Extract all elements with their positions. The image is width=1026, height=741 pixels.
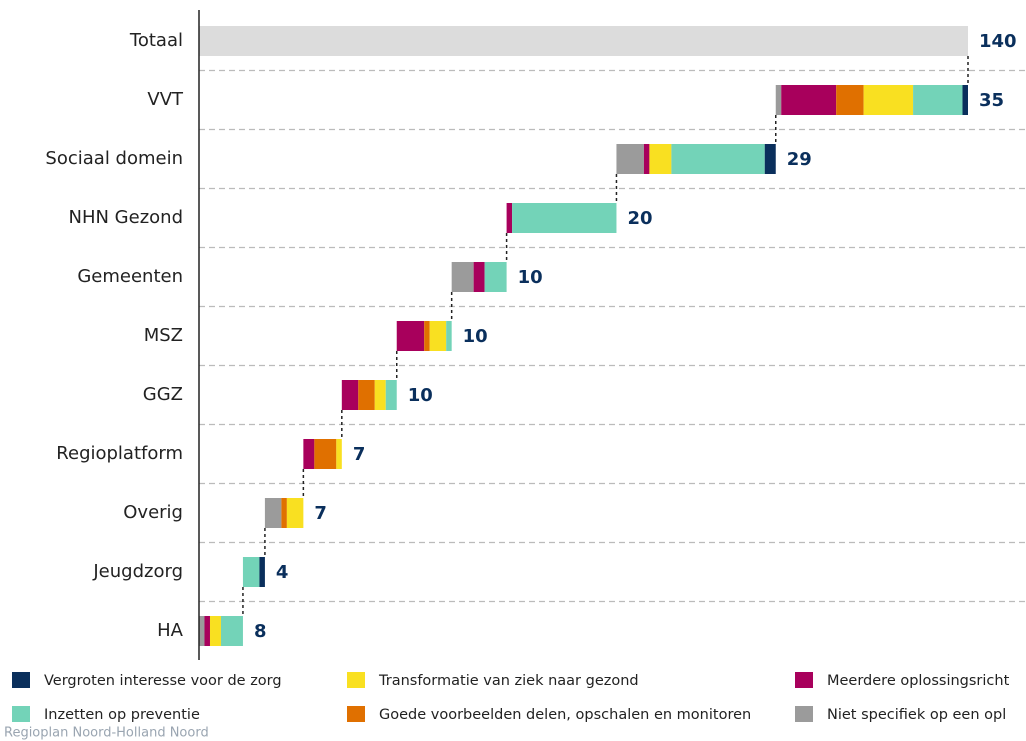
bar-segment <box>374 380 386 410</box>
source: Regioplan Noord-Holland Noord <box>4 726 209 741</box>
bar-segment <box>473 262 485 292</box>
bar-segment <box>863 85 914 115</box>
legend-label: Niet specifiek op een opl <box>827 707 1006 723</box>
bar-segment <box>446 321 452 351</box>
bar-segment <box>616 144 644 174</box>
category-label: Jeugdzorg <box>92 561 183 582</box>
bar-segment <box>429 321 447 351</box>
legend-swatch <box>347 706 365 722</box>
bar-segment <box>336 439 342 469</box>
bar-segment <box>913 85 963 115</box>
bar-segment <box>220 616 243 646</box>
bar-segment <box>649 144 672 174</box>
legend-label: Meerdere oplossingsricht <box>827 673 1010 689</box>
value-label: 20 <box>627 208 652 229</box>
legend-label: Transformatie van ziek naar gezond <box>378 673 639 689</box>
category-label: VVT <box>147 89 184 110</box>
value-label: 10 <box>408 385 433 406</box>
legend-swatch <box>795 672 813 688</box>
bar-segment <box>286 498 304 528</box>
bar-segment <box>303 439 315 469</box>
bar-segment <box>962 85 968 115</box>
bar-segment <box>424 321 430 351</box>
bar-segment <box>358 380 375 410</box>
value-label: 8 <box>254 621 267 642</box>
category-label: Sociaal domein <box>45 148 183 169</box>
value-label: 140 <box>979 31 1017 52</box>
category-label: MSZ <box>144 325 183 346</box>
bar-segment <box>506 203 513 233</box>
bar-segment <box>204 616 210 646</box>
bar-segment <box>281 498 287 528</box>
value-label: 35 <box>979 90 1004 111</box>
category-label: GGZ <box>143 384 183 405</box>
category-label: NHN Gezond <box>68 207 183 228</box>
bar-segment <box>264 498 282 528</box>
bar-segment <box>259 557 265 587</box>
category-label: Overig <box>123 502 183 523</box>
total-bar <box>199 26 968 56</box>
bar-segment <box>396 321 425 351</box>
value-label: 10 <box>518 267 543 288</box>
bar-segment <box>484 262 507 292</box>
bar-segment <box>385 380 397 410</box>
bar-segment <box>781 85 837 115</box>
bar-segment <box>764 144 776 174</box>
category-label: Gemeenten <box>77 266 183 287</box>
category-label: Regioplatform <box>56 443 183 464</box>
bar-segment <box>451 262 474 292</box>
bar-segment <box>314 439 337 469</box>
bar-segment <box>242 557 260 587</box>
category-label: HA <box>157 620 184 641</box>
legend-swatch <box>347 672 365 688</box>
bar-segment <box>512 203 617 233</box>
legend-label: Vergroten interesse voor de zorg <box>44 673 282 689</box>
bar-segment <box>209 616 221 646</box>
bar-segment <box>671 144 765 174</box>
bar-segment <box>199 616 205 646</box>
value-label: 29 <box>787 149 812 170</box>
value-label: 7 <box>353 444 366 465</box>
category-label: Totaal <box>129 30 183 51</box>
legend-label: Inzetten op preventie <box>44 707 200 723</box>
legend-swatch <box>12 706 30 722</box>
bar-segment <box>775 85 782 115</box>
bar-segment <box>341 380 359 410</box>
bar-segment <box>836 85 864 115</box>
value-label: 4 <box>276 562 289 583</box>
legend-swatch <box>12 672 30 688</box>
value-label: 10 <box>463 326 488 347</box>
bar-segment <box>643 144 650 174</box>
value-label: 7 <box>314 503 327 524</box>
legend-label: Goede voorbeelden delen, opschalen en mo… <box>379 707 751 723</box>
legend-swatch <box>795 706 813 722</box>
